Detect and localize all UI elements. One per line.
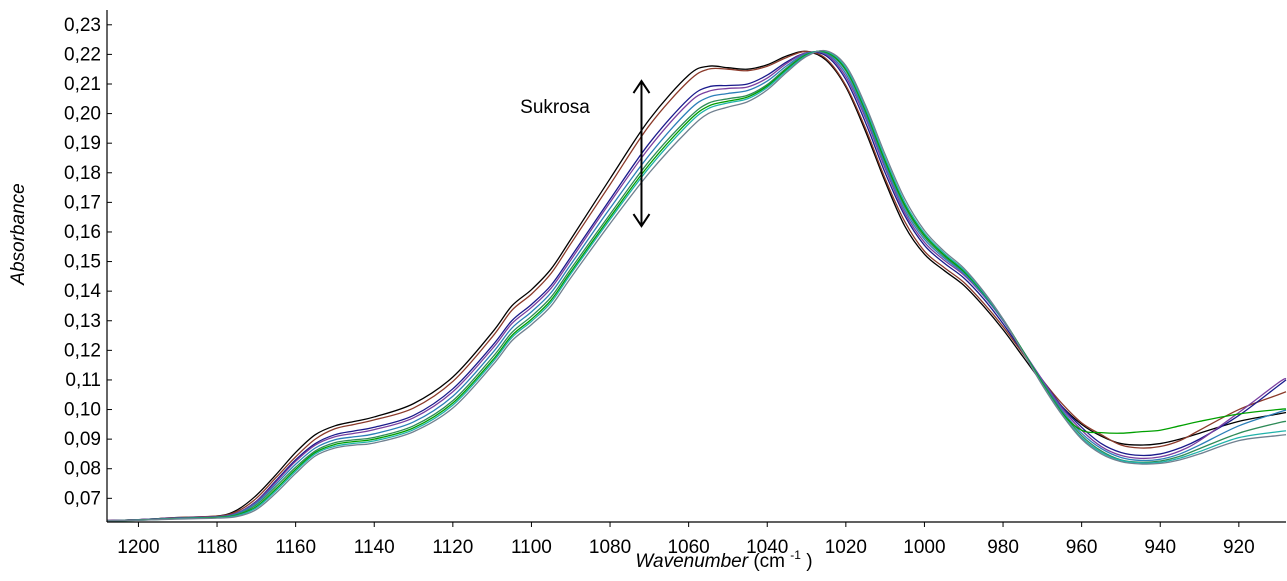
axes — [106, 10, 1286, 523]
spectrum-line-7 — [106, 50, 1287, 522]
y-tick-label: 0,18 — [64, 163, 101, 184]
x-axis-label: Wavenumber (cm -1 ) — [635, 543, 812, 572]
y-tick-label: 0,08 — [64, 459, 101, 480]
x-axis-label-unit-close: ) — [806, 551, 812, 572]
x-axis-label-unit-exponent: -1 — [790, 548, 801, 562]
y-tick-label: 0,19 — [64, 133, 101, 154]
x-axis-ticks: 1200 1180 1160 1140 1120 1100 1080 1060 1040 1020… — [117, 522, 1255, 558]
spectrum-line-6 — [106, 50, 1287, 522]
sucrose-annotation: Sukrosa — [520, 79, 651, 228]
y-tick-label: 0,13 — [64, 311, 101, 332]
y-tick-label: 0,09 — [64, 429, 101, 450]
x-axis-label-unit: (cm — [753, 551, 785, 572]
x-tick-label: 1160 — [275, 537, 316, 558]
x-tick-label: 1080 — [589, 537, 631, 558]
y-tick-label: 0,12 — [64, 340, 101, 361]
spectrum-line-9 — [106, 49, 1287, 522]
x-tick-label: 1200 — [117, 537, 159, 558]
x-tick-label: 1140 — [354, 537, 395, 558]
arrow-head-up — [632, 79, 651, 94]
y-tick-label: 0,10 — [64, 400, 101, 421]
y-tick-label: 0,16 — [64, 222, 101, 243]
x-tick-label: 1040 — [746, 537, 788, 558]
y-tick-label: 0,21 — [64, 74, 101, 95]
spectrum-line-5 — [106, 50, 1287, 522]
y-tick-label: 0,17 — [64, 192, 101, 213]
spectrum-line-4 — [106, 50, 1287, 522]
arrow-head-down — [632, 213, 651, 228]
x-tick-label: 1100 — [511, 537, 552, 558]
spectrum-line-2 — [106, 50, 1287, 522]
y-tick-label: 0,15 — [64, 252, 101, 273]
x-tick-label: 1180 — [197, 537, 238, 558]
x-tick-label: 940 — [1144, 537, 1176, 558]
y-axis-label: Absorbance — [8, 183, 29, 285]
x-tick-label: 980 — [987, 537, 1019, 558]
sucrose-label: Sukrosa — [520, 97, 590, 118]
y-tick-label: 0,23 — [64, 15, 101, 36]
spectrum-line-3 — [106, 51, 1287, 522]
x-tick-label: 1120 — [432, 537, 473, 558]
y-tick-label: 0,07 — [64, 488, 101, 509]
x-tick-label: 1000 — [903, 537, 945, 558]
spectrum-lines — [106, 49, 1287, 522]
x-axis-label-name: Wavenumber — [635, 551, 748, 572]
x-tick-label: 960 — [1066, 537, 1098, 558]
y-axis-ticks: 0,07 0,08 0,09 0,10 0,11 0,12 0,13 0,14 0,15 0,16… — [64, 15, 112, 509]
x-tick-label: 1020 — [825, 537, 867, 558]
y-tick-label: 0,11 — [65, 370, 101, 391]
y-tick-label: 0,14 — [64, 281, 101, 302]
y-tick-label: 0,20 — [64, 104, 101, 125]
x-tick-label: 920 — [1223, 537, 1255, 558]
x-tick-label: 1060 — [667, 537, 709, 558]
spectrum-line-8 — [106, 50, 1287, 522]
y-tick-label: 0,22 — [64, 44, 101, 65]
